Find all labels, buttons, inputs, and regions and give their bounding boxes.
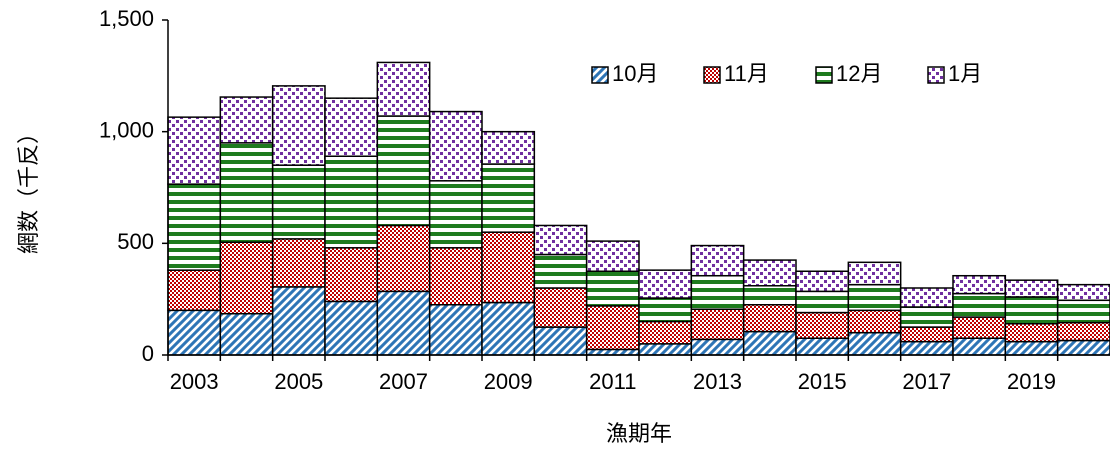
bar-segment [219,312,274,356]
bar-segment [324,247,379,303]
y-tick-label: 0 [142,341,154,366]
bar-segment [690,244,745,277]
bar-segment [1056,299,1110,324]
x-tick-label: 2009 [484,369,533,394]
bar-segment [219,241,274,315]
bar-segment [638,343,693,356]
bar-segment [533,287,588,328]
legend-label: 12月 [836,61,882,86]
bar-segment [1004,279,1059,298]
bar-segment [899,306,954,328]
bar-segment [167,183,222,271]
bar-segment [167,116,222,185]
x-axis-label: 漁期年 [606,421,672,446]
x-tick-label: 2013 [693,369,742,394]
bar-segment [585,270,640,307]
y-tick-label: 1,000 [99,117,154,142]
legend-label: 10月 [612,61,658,86]
legend-swatch [927,66,945,84]
bar-segment [952,274,1007,295]
bar-segment [1056,339,1110,356]
bar-segment [742,304,797,333]
bar-segment [899,340,954,356]
bar-segment [638,297,693,323]
bar-segment [533,224,588,256]
bar-segment [324,97,379,157]
bar-segment [847,309,902,334]
bar-segment [428,180,483,249]
bar-segment [324,300,379,356]
bar-segment [795,270,850,293]
bar-segment [271,85,326,166]
legend-swatch [703,66,721,84]
bar-segment [481,231,536,304]
bar-segment [219,96,274,144]
bar-segment [742,259,797,287]
bar-segment [690,308,745,341]
bar-segment [795,337,850,356]
y-axis-label: 網数（千反） [16,122,41,254]
legend-label: 11月 [724,61,769,86]
bar-segment [742,330,797,356]
legend-swatch [815,66,833,84]
bar-segment [638,269,693,299]
y-tick-label: 1,500 [99,6,154,31]
bar-segment [376,224,431,293]
bar-segment [899,326,954,343]
bar-segment [952,337,1007,356]
bar-segment [585,240,640,273]
legend-swatch [591,66,609,84]
bar-segment [795,311,850,340]
bar-segment [533,326,588,356]
bar-segment [219,142,274,243]
bar-segment [167,269,222,312]
bar-segment [271,238,326,288]
bar-segment [690,338,745,356]
bar-segment [899,287,954,308]
legend-label: 1月 [948,61,982,86]
bar-segment [428,247,483,306]
bar-segment [1004,322,1059,343]
bar-segment [585,348,640,356]
bar-segment [690,274,745,310]
x-tick-label: 2011 [589,369,636,394]
bar-segment [847,283,902,312]
bar-segment [952,292,1007,318]
x-tick-label: 2005 [274,369,323,394]
bar-segment [847,331,902,356]
bar-segment [481,130,536,165]
bar-segment [1004,340,1059,356]
bar-segment [481,163,536,233]
y-tick-label: 500 [117,229,154,254]
bar-segment [376,115,431,227]
bar-segment [428,110,483,182]
bar-segment [638,320,693,345]
x-tick-label: 2015 [798,369,847,394]
bar-segment [952,316,1007,339]
x-tick-label: 2017 [902,369,951,394]
bar-segment [376,61,431,117]
bar-segment [742,285,797,306]
bar-segment [847,261,902,286]
x-tick-label: 2019 [1007,369,1056,394]
x-tick-label: 2003 [170,369,219,394]
x-tick-label: 2007 [379,369,428,394]
bar-segment [795,290,850,314]
bar-segment [167,309,222,356]
bar-segment [533,253,588,289]
bar-segment [1056,283,1110,302]
bar-segment [1004,296,1059,325]
bar-segment [1056,321,1110,342]
bar-segment [324,155,379,249]
bar-segment [481,301,536,356]
bar-segment [271,164,326,240]
bar-segment [585,305,640,351]
bar-segment [428,304,483,356]
bar-segment [271,286,326,356]
bar-segment [376,290,431,356]
